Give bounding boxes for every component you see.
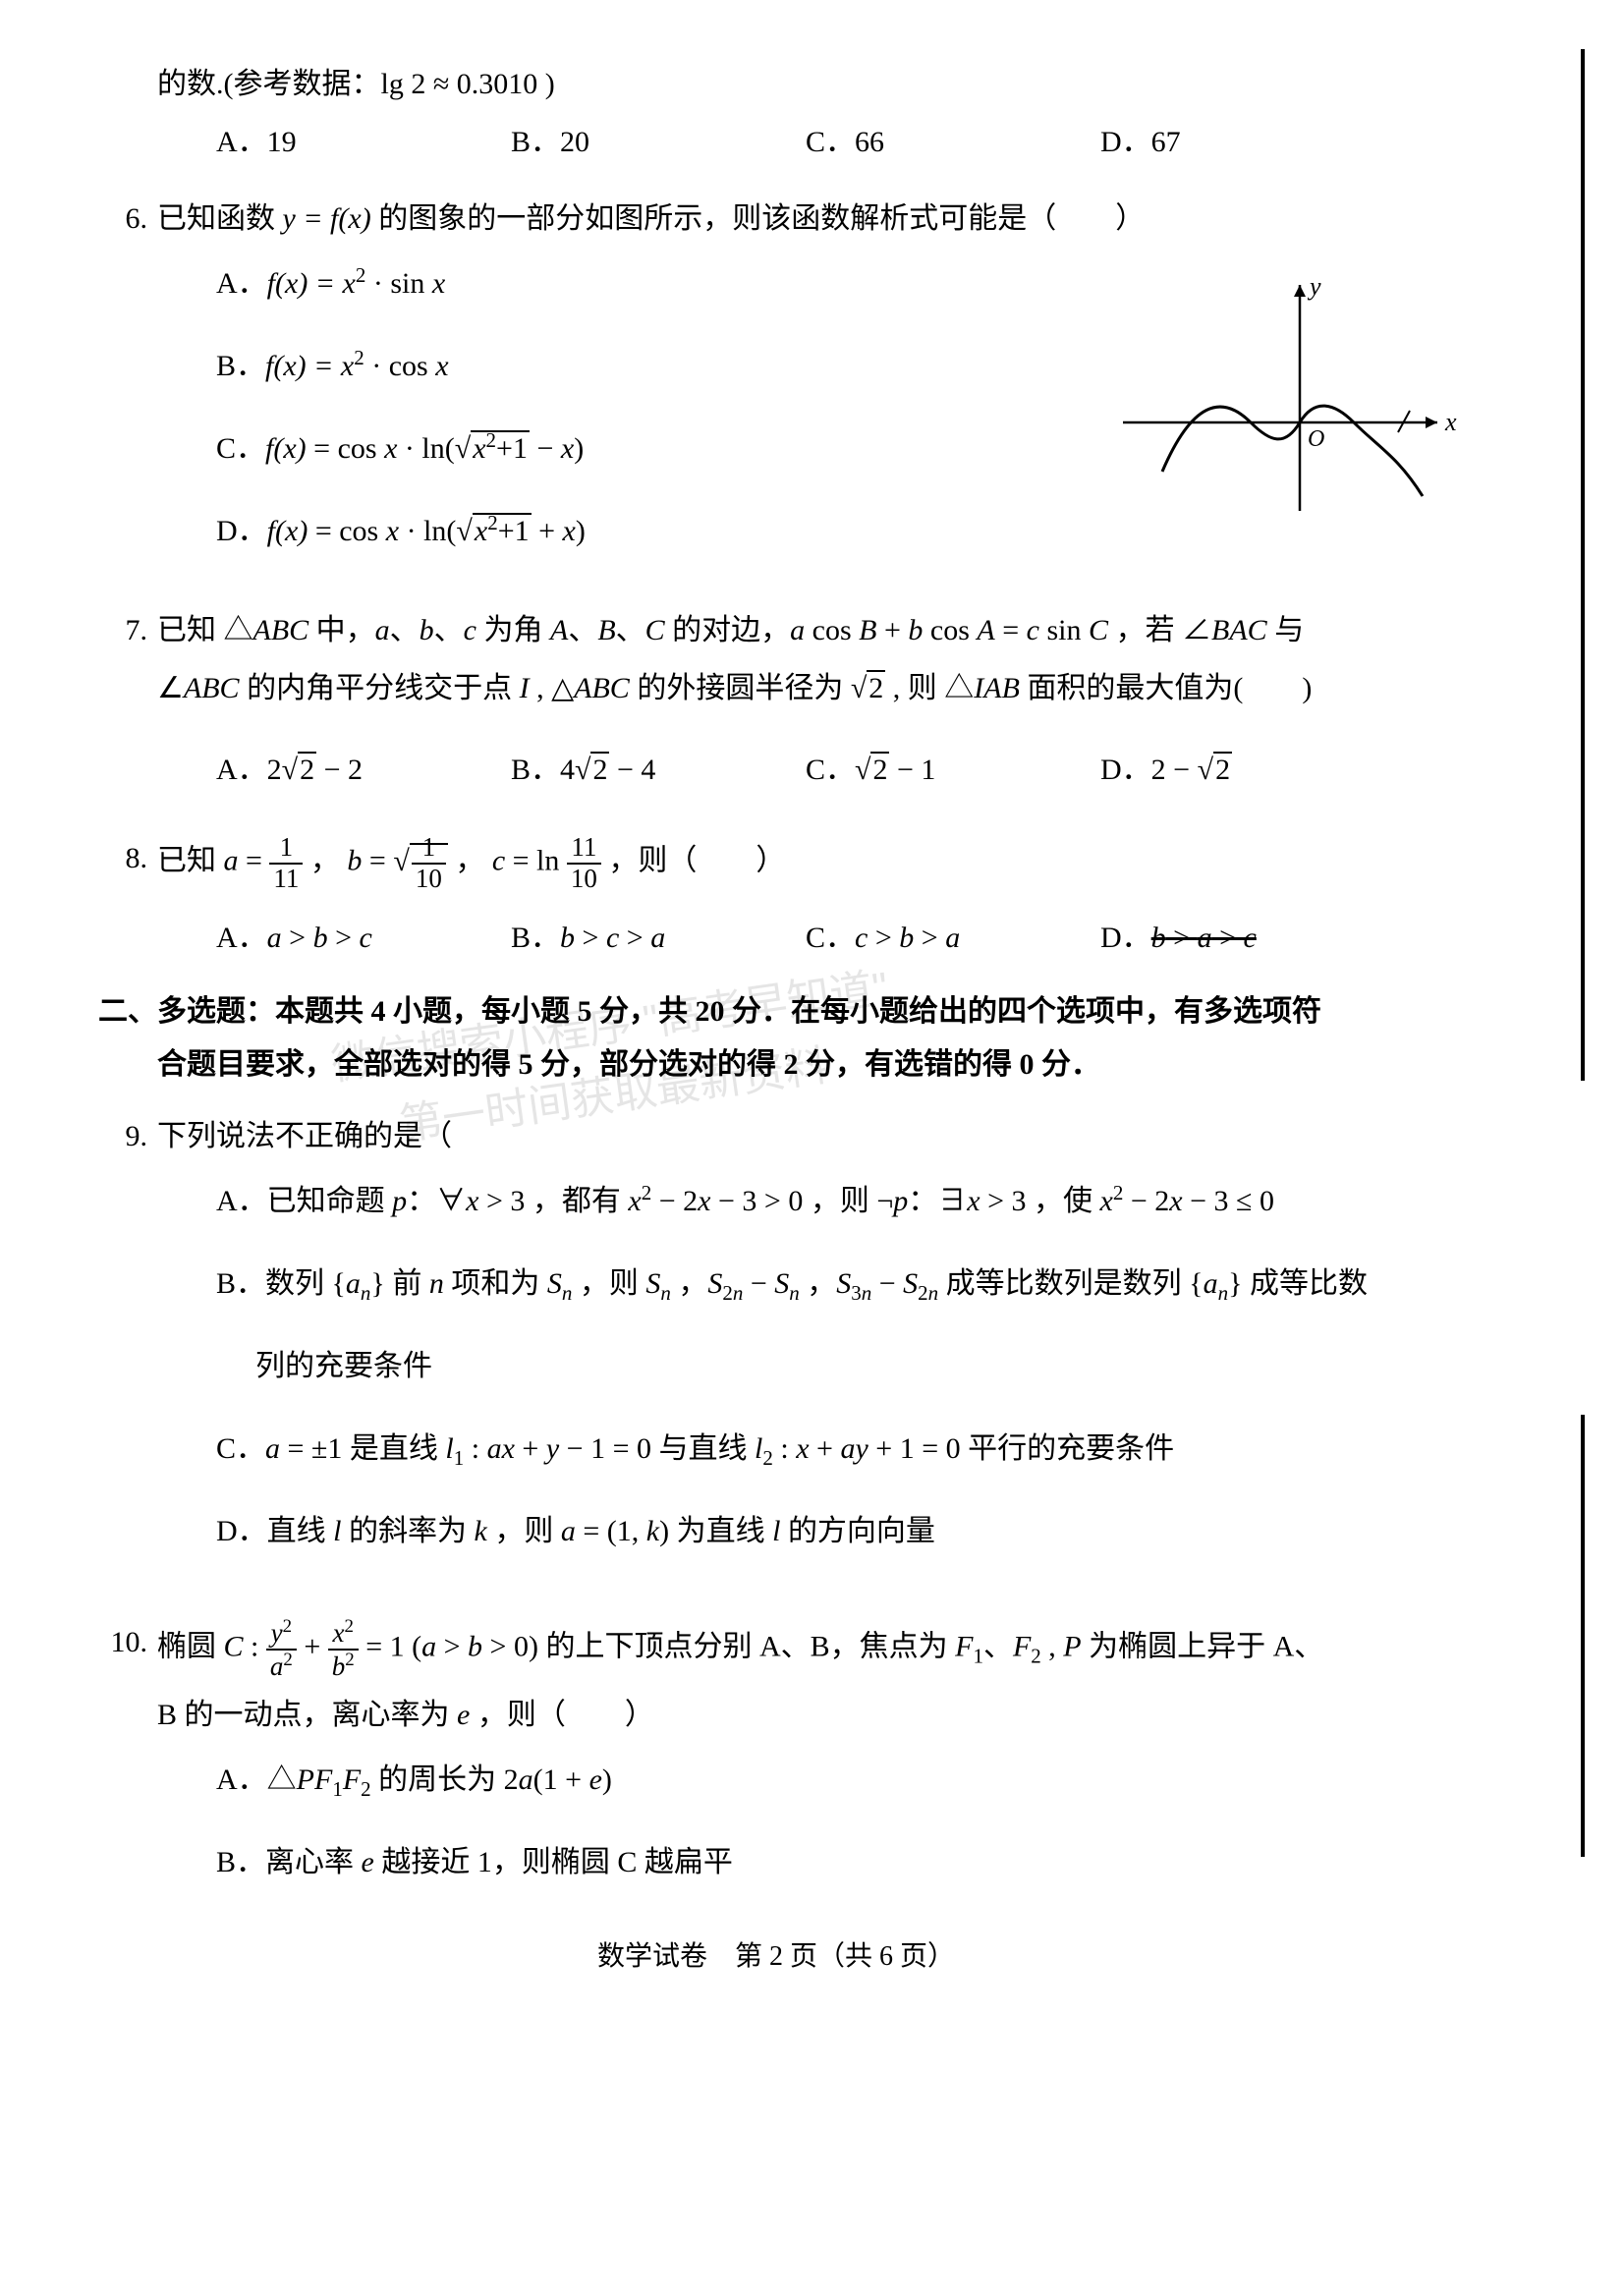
q10-opt-b: B．离心率 e 越接近 1，则椭圆 C 越扁平 (216, 1830, 1454, 1895)
q9-opt-d: D．直线 l 的斜率为 k ，则 a = (1, k) 为直线 l 的方向向量 (216, 1499, 1454, 1564)
page-scan-edge (1581, 49, 1585, 1081)
q9-stem: 下列说法不正确的是（ (157, 1111, 1454, 1161)
q8-options: A．a > b > c B．b > c > a C．c > b > a D．b … (98, 913, 1454, 956)
q10-stem2: B 的一动点，离心率为 e ，则（ ） (98, 1690, 1454, 1740)
q7-num: 7. (98, 605, 157, 655)
q8-opt-c: C．c > b > a (806, 913, 1100, 956)
section2-line2: 合题目要求，全部选对的得 5 分，部分选对的得 2 分，有选错的得 0 分． (98, 1038, 1454, 1092)
q10-options: A．△PF1F2 的周长为 2a(1 + e) B．离心率 e 越接近 1，则椭… (98, 1748, 1454, 1895)
page-scan-edge-lower (1581, 1415, 1585, 1857)
q7-options: A．22 − 2 B．42 − 4 C．2 − 1 D．2 − 2 (98, 745, 1454, 788)
q5-stem-tail: 的数.(参考数据：lg 2 ≈ 0.3010 ) (98, 59, 1454, 109)
q8: 8. 已知 a = 111 ， b = 110 ， c = ln 1110 ，则… (98, 833, 1454, 893)
function-graph-svg: x y O (1103, 265, 1457, 521)
q7-opt-c: C．2 − 1 (806, 745, 1100, 788)
q5-opt-d: D．67 (1100, 117, 1395, 160)
q6-graph: x y O (1103, 265, 1457, 521)
section2-line1: 二、多选题：本题共 4 小题，每小题 5 分，共 20 分．在每小题给出的四个选… (98, 985, 1454, 1038)
q9-num: 9. (98, 1111, 157, 1161)
page-content: 的数.(参考数据：lg 2 ≈ 0.3010 ) A．19 B．20 C．66 … (98, 59, 1454, 1974)
q8-opt-a: A．a > b > c (216, 913, 511, 956)
q9: 9. 下列说法不正确的是（ (98, 1111, 1454, 1161)
q10-opt-a: A．△PF1F2 的周长为 2a(1 + e) (216, 1748, 1454, 1813)
q7-opt-a: A．22 − 2 (216, 745, 511, 788)
q9-opt-a: A．已知命题 p：∀x > 3 ，都有 x2 − 2x − 3 > 0 ，则 ¬… (216, 1169, 1454, 1234)
section2-title: 二、多选题：本题共 4 小题，每小题 5 分，共 20 分．在每小题给出的四个选… (98, 985, 1454, 1092)
q7: 7. 已知 △ABC 中，a、b、c 为角 A、B、C 的对边，a cos B … (98, 605, 1454, 655)
q9-options: A．已知命题 p：∀x > 3 ，都有 x2 − 2x − 3 > 0 ，则 ¬… (98, 1169, 1454, 1564)
q6-num: 6. (98, 194, 157, 244)
q6: 6. 已知函数 y = f(x) 的图象的一部分如图所示，则该函数解析式可能是（… (98, 194, 1454, 244)
q10: 10. 椭圆 C : y2a2 + x2b2 = 1 (a > b > 0) 的… (98, 1617, 1454, 1681)
origin-label: O (1308, 426, 1324, 452)
q7-stem1: 已知 △ABC 中，a、b、c 为角 A、B、C 的对边，a cos B + b… (157, 605, 1454, 655)
q7-opt-b: B．42 − 4 (511, 745, 806, 788)
page-footer: 数学试卷 第 2 页（共 6 页） (98, 1934, 1454, 1974)
q9-opt-c: C．a = ±1 是直线 l1 : ax + y − 1 = 0 与直线 l2 … (216, 1417, 1454, 1482)
q5-opt-c: C．66 (806, 117, 1100, 160)
y-axis-label: y (1307, 272, 1321, 301)
q8-num: 8. (98, 833, 157, 893)
curve-path (1162, 406, 1423, 496)
q9-opt-b2: 列的充要条件 (216, 1334, 1454, 1399)
q7-stem2: ∠ABC 的内角平分线交于点 I , △ABC 的外接圆半径为 2 , 则 △I… (98, 663, 1454, 713)
x-axis-label: x (1444, 408, 1457, 436)
q10-num: 10. (98, 1617, 157, 1681)
q10-stem1: 椭圆 C : y2a2 + x2b2 = 1 (a > b > 0) 的上下顶点… (157, 1617, 1454, 1681)
q7-opt-d: D．2 − 2 (1100, 745, 1395, 788)
q6-stem: 已知函数 y = f(x) 的图象的一部分如图所示，则该函数解析式可能是（ ） (157, 194, 1454, 244)
q5-opt-b: B．20 (511, 117, 806, 160)
q5-opt-a: A．19 (216, 117, 511, 160)
q9-opt-b1: B．数列 {an} 前 n 项和为 Sn ，则 Sn ，S2n − Sn ，S3… (216, 1252, 1454, 1316)
q5-options: A．19 B．20 C．66 D．67 (98, 117, 1454, 160)
q8-stem: 已知 a = 111 ， b = 110 ， c = ln 1110 ，则（ ） (157, 833, 1454, 893)
q8-opt-b: B．b > c > a (511, 913, 806, 956)
q8-opt-d: D．b > a > c (1100, 913, 1395, 956)
